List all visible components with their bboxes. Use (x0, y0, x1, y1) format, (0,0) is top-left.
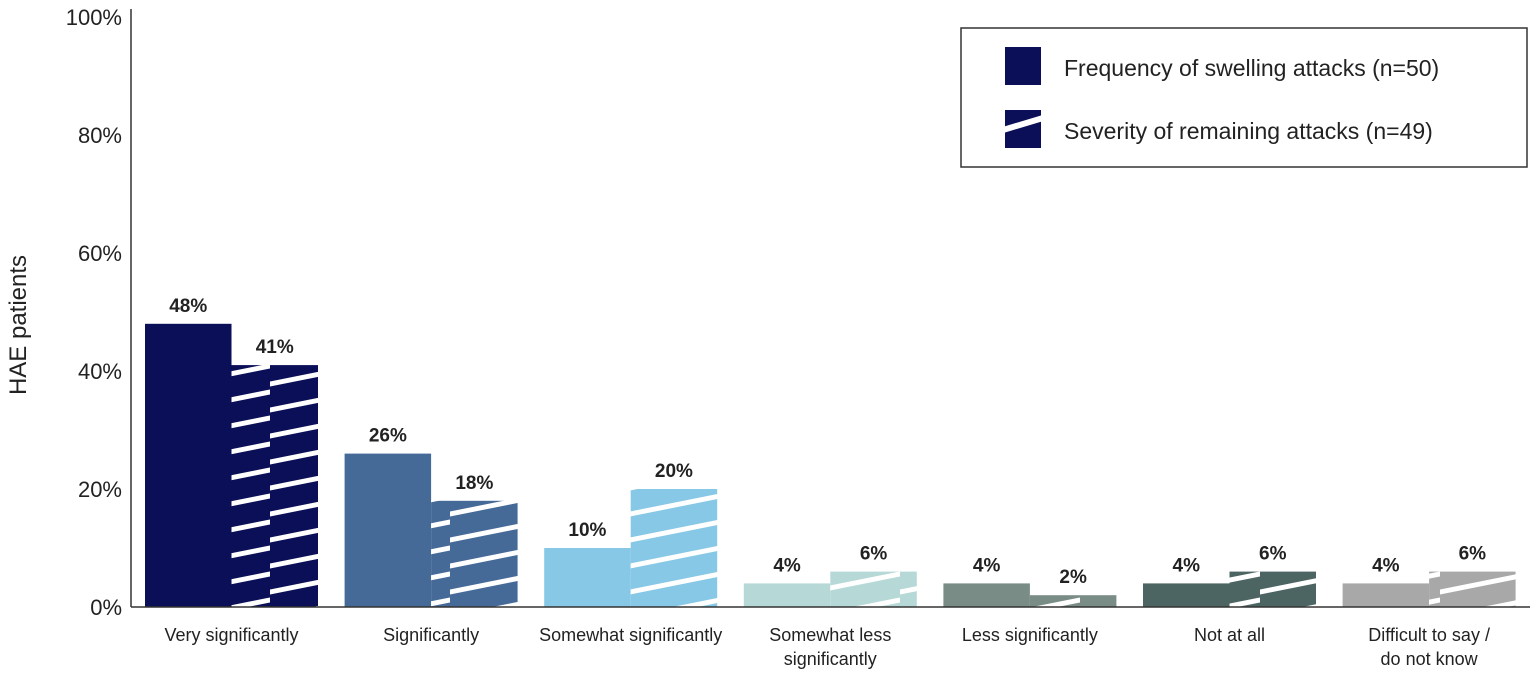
legend-stripe (1002, 115, 1044, 133)
bar-severity (1029, 595, 1117, 607)
bar-severity (830, 571, 917, 607)
x-tick-label: Very significantly (164, 625, 298, 645)
bar-severity (1429, 571, 1516, 607)
data-label: 4% (973, 555, 1001, 576)
x-tick-label: Difficult to say / (1368, 625, 1490, 645)
data-label: 48% (169, 296, 207, 317)
y-tick-label: 80% (78, 123, 122, 148)
legend-box (960, 27, 1528, 168)
x-tick-label: Somewhat significantly (539, 625, 722, 645)
data-label: 4% (773, 555, 801, 576)
bars (145, 323, 1516, 607)
y-tick-label: 100% (66, 5, 122, 30)
bar-frequency (943, 583, 1030, 607)
x-tick-label: Not at all (1194, 625, 1265, 645)
bar-frequency (1342, 583, 1430, 607)
legend-label-frequency: Frequency of swelling attacks (n=50) (1064, 55, 1439, 81)
data-label: 20% (655, 461, 693, 482)
x-tick-label: Significantly (383, 625, 479, 645)
bar-severity (231, 365, 318, 607)
x-tick-label: Less significantly (962, 625, 1098, 645)
value-labels: 48% 41% 26% 18% 10% 20% 4% 6% 4% 2% 4% 6% 4% 6% (169, 296, 1486, 588)
y-tick-label: 40% (78, 359, 122, 384)
data-label: 26% (369, 426, 407, 447)
data-label: 18% (455, 473, 493, 494)
data-label: 6% (1259, 544, 1287, 565)
data-label: 2% (1059, 567, 1087, 588)
data-label: 6% (860, 544, 888, 565)
bar-severity (431, 500, 518, 607)
x-tick-label: do not know (1381, 649, 1479, 669)
y-tick-label: 20% (78, 477, 122, 502)
y-tick-label: 60% (78, 241, 122, 266)
legend-label-severity: Severity of remaining attacks (n=49) (1064, 118, 1433, 144)
x-tick-label: significantly (784, 649, 877, 669)
data-label: 41% (256, 337, 294, 358)
legend-swatch-frequency (1005, 47, 1041, 85)
data-label: 6% (1459, 544, 1487, 565)
legend: Frequency of swelling attacks (n=50) Sev… (960, 27, 1528, 168)
category-labels: Very significantly Significantly Somewhat … (164, 625, 1489, 669)
bar-frequency (544, 548, 631, 607)
bar-frequency (145, 323, 232, 607)
data-label: 4% (1173, 555, 1201, 576)
y-tick-label: 0% (90, 595, 122, 620)
data-label: 10% (568, 520, 606, 541)
y-axis-ticks: 0% 20% 40% 60% 80% 100% (66, 5, 122, 620)
bar-frequency (1143, 583, 1230, 607)
x-tick-label: Somewhat less (769, 625, 891, 645)
bar-frequency (344, 453, 432, 607)
bar-frequency (743, 583, 831, 607)
bar-severity (1229, 571, 1316, 607)
data-label: 4% (1372, 555, 1400, 576)
bar-severity (630, 489, 718, 607)
y-axis-title: HAE patients (5, 255, 32, 395)
